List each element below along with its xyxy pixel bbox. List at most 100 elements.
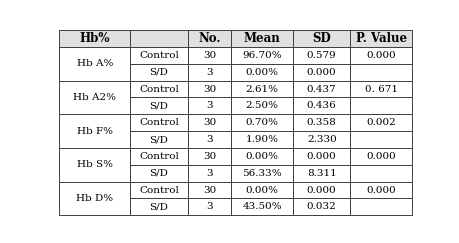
Text: 43.50%: 43.50% <box>242 202 281 211</box>
Bar <box>187 114 231 131</box>
Text: SD: SD <box>312 32 330 45</box>
Bar <box>130 97 187 114</box>
Bar <box>292 97 350 114</box>
Text: Hb D%: Hb D% <box>76 194 113 203</box>
Bar <box>292 182 350 199</box>
Bar <box>187 30 231 47</box>
Text: 0.579: 0.579 <box>306 51 336 60</box>
Bar <box>187 199 231 215</box>
Text: 0.000: 0.000 <box>306 68 336 77</box>
Bar <box>350 47 411 64</box>
Bar <box>231 97 292 114</box>
Text: 0.000: 0.000 <box>366 152 395 161</box>
Text: 0.70%: 0.70% <box>245 118 278 127</box>
Text: 1.90%: 1.90% <box>245 135 278 144</box>
Bar <box>130 148 187 165</box>
Bar <box>292 131 350 148</box>
Text: 96.70%: 96.70% <box>242 51 281 60</box>
Bar <box>231 114 292 131</box>
Text: 3: 3 <box>206 135 212 144</box>
Text: 0.436: 0.436 <box>306 101 336 110</box>
Text: 30: 30 <box>202 51 216 60</box>
Text: S/D: S/D <box>149 135 168 144</box>
Bar <box>130 64 187 81</box>
Bar <box>187 47 231 64</box>
Bar <box>130 182 187 199</box>
Text: 30: 30 <box>202 186 216 195</box>
Bar <box>187 97 231 114</box>
Bar <box>350 30 411 47</box>
Bar <box>350 199 411 215</box>
Text: Hb S%: Hb S% <box>77 160 112 169</box>
Bar <box>292 30 350 47</box>
Text: 0.00%: 0.00% <box>245 152 278 161</box>
Bar <box>130 165 187 182</box>
Text: Control: Control <box>139 186 179 195</box>
Bar <box>350 114 411 131</box>
Bar <box>292 47 350 64</box>
Bar <box>130 81 187 97</box>
Text: S/D: S/D <box>149 169 168 178</box>
Text: 3: 3 <box>206 202 212 211</box>
Text: 0.000: 0.000 <box>306 186 336 195</box>
Text: S/D: S/D <box>149 202 168 211</box>
Bar <box>130 47 187 64</box>
Bar <box>292 165 350 182</box>
Bar <box>231 165 292 182</box>
Text: No.: No. <box>198 32 220 45</box>
Text: 0.032: 0.032 <box>306 202 336 211</box>
Text: 30: 30 <box>202 118 216 127</box>
Bar <box>350 64 411 81</box>
Bar <box>231 47 292 64</box>
Text: 0.002: 0.002 <box>366 118 395 127</box>
Text: Control: Control <box>139 85 179 94</box>
Bar <box>231 64 292 81</box>
Text: 3: 3 <box>206 169 212 178</box>
Text: 0.00%: 0.00% <box>245 186 278 195</box>
Text: 0.000: 0.000 <box>306 152 336 161</box>
Bar <box>231 131 292 148</box>
Bar <box>187 64 231 81</box>
Bar <box>350 182 411 199</box>
Text: Control: Control <box>139 51 179 60</box>
Bar <box>59 81 130 114</box>
Text: 3: 3 <box>206 101 212 110</box>
Bar <box>59 114 130 148</box>
Text: 3: 3 <box>206 68 212 77</box>
Bar <box>187 81 231 97</box>
Text: 2.61%: 2.61% <box>245 85 278 94</box>
Bar <box>59 182 130 215</box>
Text: Hb A%: Hb A% <box>77 59 113 68</box>
Text: 30: 30 <box>202 152 216 161</box>
Bar <box>130 30 187 47</box>
Bar <box>231 30 292 47</box>
Bar <box>292 199 350 215</box>
Text: 30: 30 <box>202 85 216 94</box>
Bar <box>130 131 187 148</box>
Text: 8.311: 8.311 <box>306 169 336 178</box>
Text: 0. 671: 0. 671 <box>364 85 397 94</box>
Text: S/D: S/D <box>149 101 168 110</box>
Text: Control: Control <box>139 152 179 161</box>
Bar <box>292 64 350 81</box>
Bar <box>350 148 411 165</box>
Text: Hb A2%: Hb A2% <box>73 93 116 102</box>
Bar <box>231 148 292 165</box>
Text: 0.358: 0.358 <box>306 118 336 127</box>
Bar <box>187 182 231 199</box>
Bar <box>187 131 231 148</box>
Text: 0.437: 0.437 <box>306 85 336 94</box>
Text: Mean: Mean <box>243 32 280 45</box>
Bar <box>231 81 292 97</box>
Bar <box>130 199 187 215</box>
Bar <box>59 148 130 182</box>
Bar <box>187 165 231 182</box>
Bar <box>350 81 411 97</box>
Bar <box>231 182 292 199</box>
Bar <box>59 47 130 81</box>
Text: Control: Control <box>139 118 179 127</box>
Text: 2.330: 2.330 <box>306 135 336 144</box>
Bar <box>187 148 231 165</box>
Bar <box>292 148 350 165</box>
Bar <box>130 114 187 131</box>
